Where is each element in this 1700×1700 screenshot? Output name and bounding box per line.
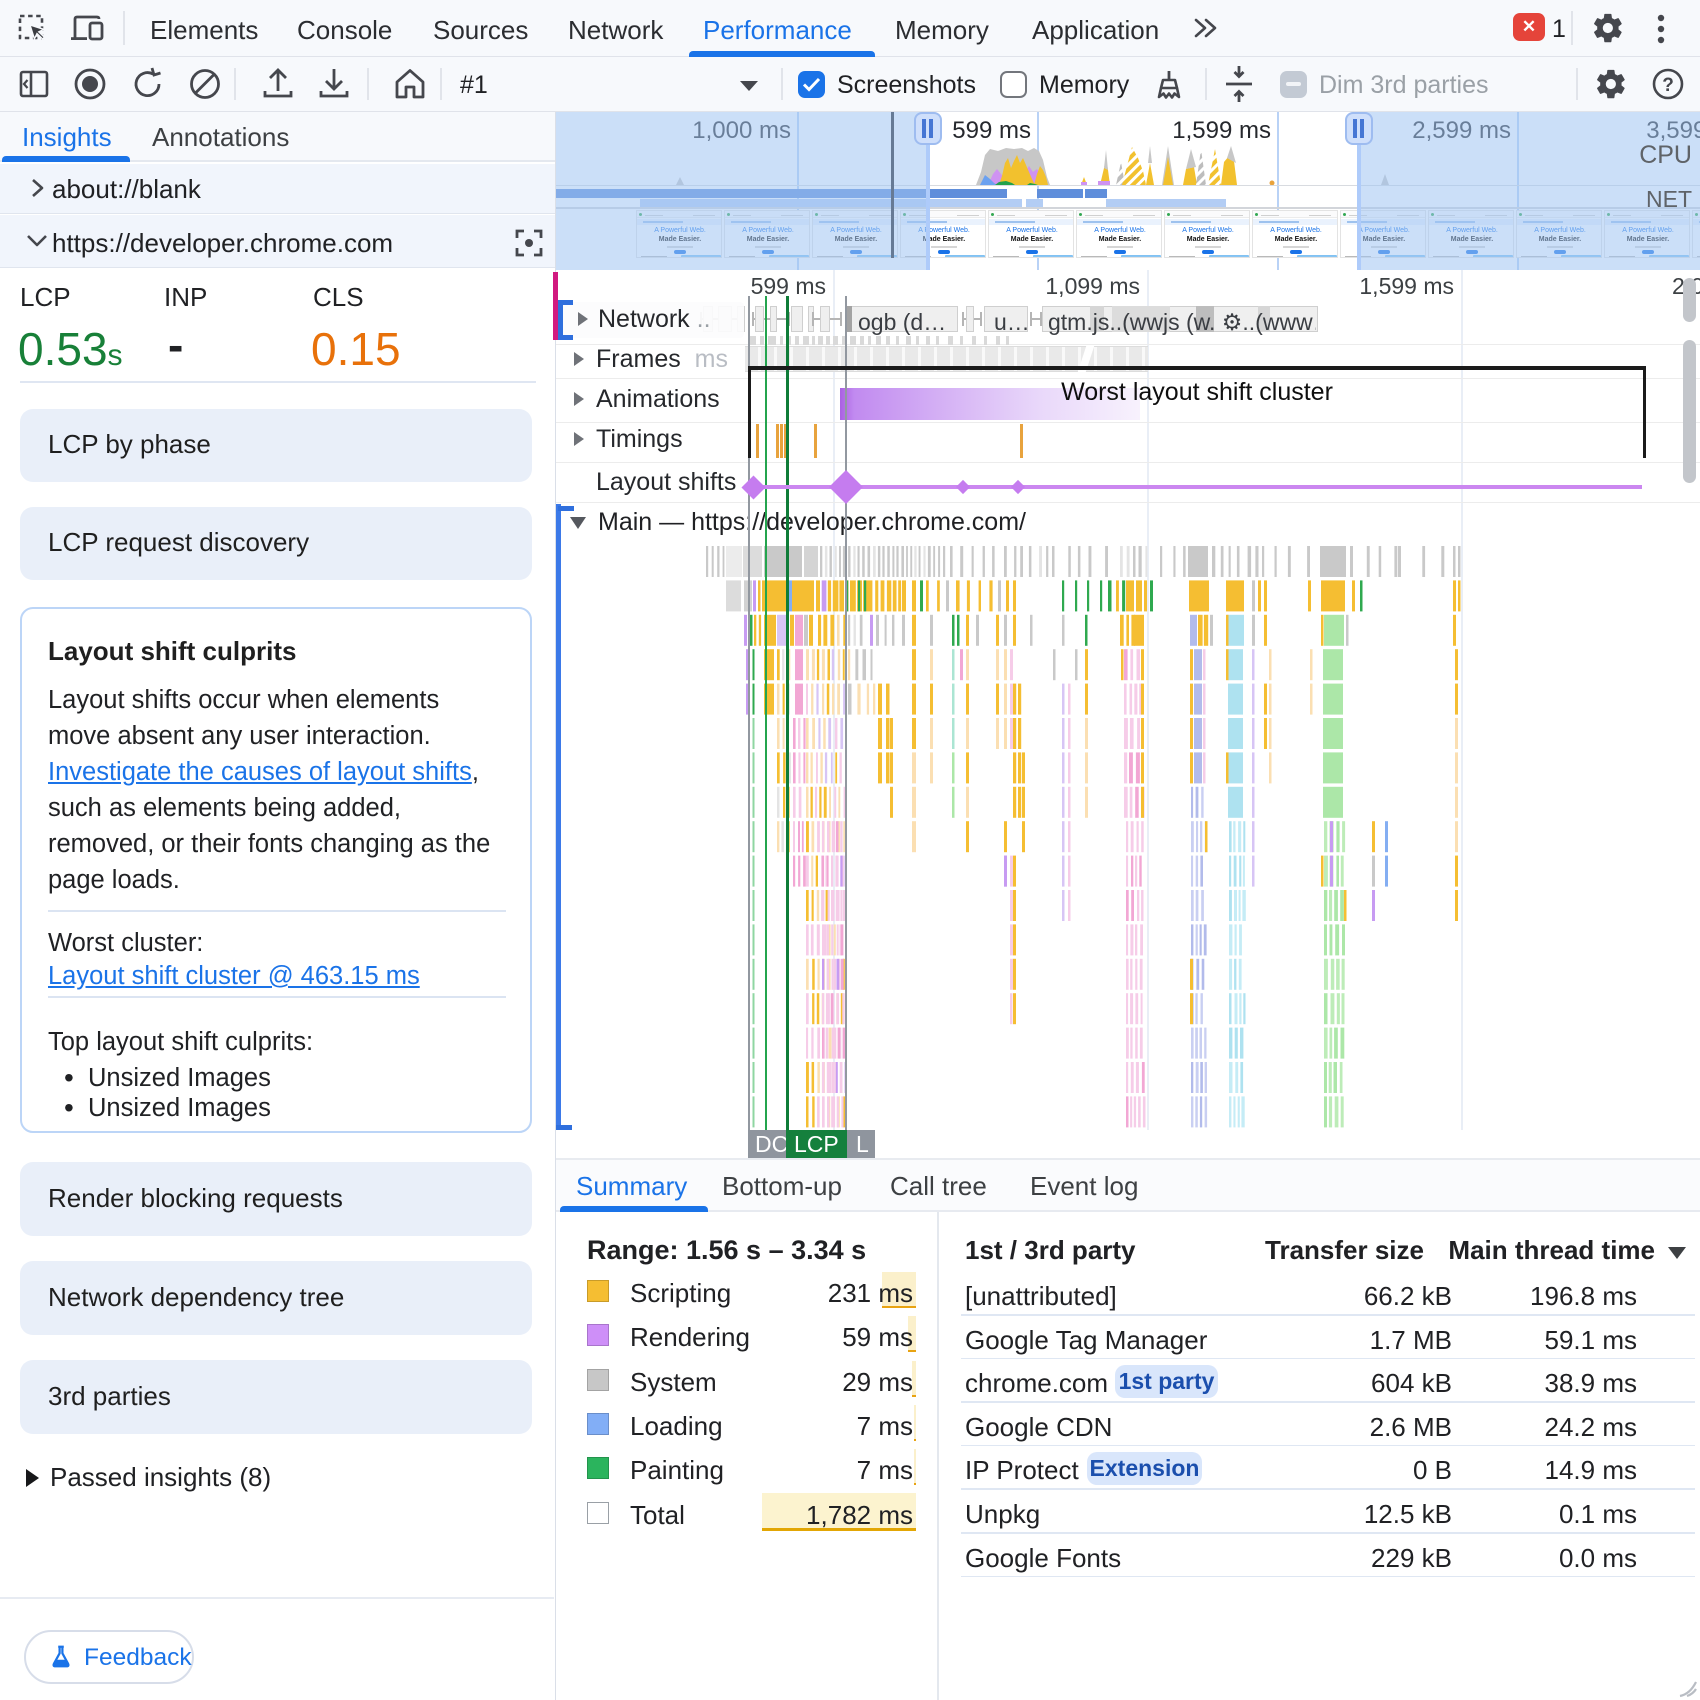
svg-text:?: ?	[1662, 75, 1674, 96]
